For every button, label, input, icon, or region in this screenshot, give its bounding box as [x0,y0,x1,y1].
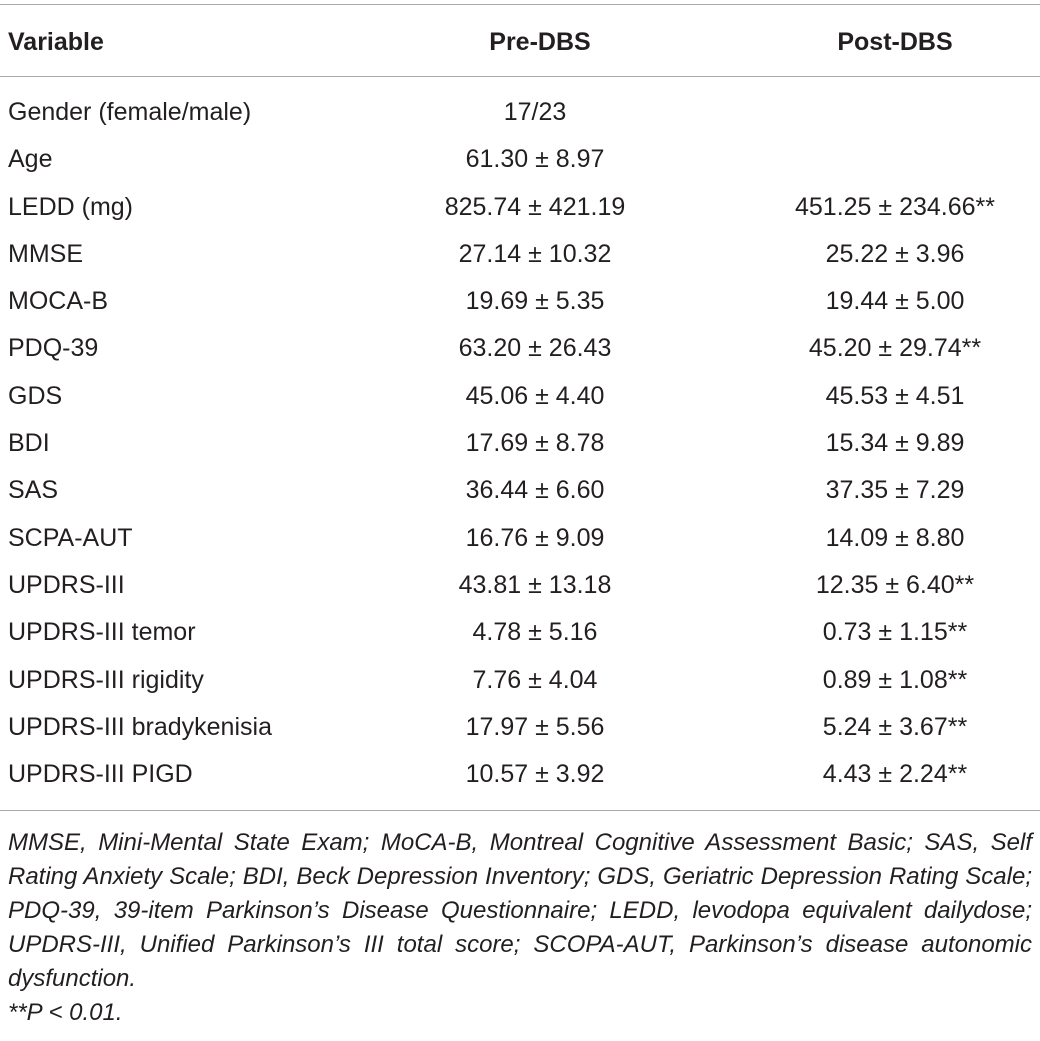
cell-pre-dbs: 7.76 ± 4.04 [472,665,598,694]
table-header-row: Variable Pre-DBS Post-DBS [0,20,1040,64]
cell-variable: LEDD (mg) [8,192,134,221]
cell-pre-dbs: 10.57 ± 3.92 [465,760,605,789]
cell-pre-dbs: 17.69 ± 8.78 [465,429,605,458]
table-row: SAS 36.44 ± 6.60 37.35 ± 7.29 [0,467,1040,514]
cell-post-dbs: 15.34 ± 9.89 [825,429,965,458]
cell-variable: UPDRS-III [8,570,125,599]
header-pre-dbs: Pre-DBS [489,28,591,56]
cell-post-dbs: 5.24 ± 3.67** [822,712,968,741]
header-post-dbs: Post-DBS [837,28,953,56]
cell-variable: SAS [8,476,59,505]
cell-variable: BDI [8,429,50,458]
cell-post-dbs: 45.20 ± 29.74** [808,334,982,363]
table-row: BDI 17.69 ± 8.78 15.34 ± 9.89 [0,420,1040,467]
cell-variable: SCPA-AUT [8,523,133,552]
table-row: UPDRS-III temor 4.78 ± 5.16 0.73 ± 1.15*… [0,609,1040,656]
table-row: MOCA-B 19.69 ± 5.35 19.44 ± 5.00 [0,278,1040,325]
cell-variable: PDQ-39 [8,334,99,363]
cell-pre-dbs: 63.20 ± 26.43 [458,334,612,363]
cell-pre-dbs: 36.44 ± 6.60 [465,476,605,505]
cell-pre-dbs: 17.97 ± 5.56 [465,712,605,741]
table-body: Gender (female/male) 17/23 Age 61.30 ± 8… [0,89,1040,798]
table-row: SCPA-AUT 16.76 ± 9.09 14.09 ± 8.80 [0,515,1040,562]
table-row: UPDRS-III rigidity 7.76 ± 4.04 0.89 ± 1.… [0,657,1040,704]
table-row: GDS 45.06 ± 4.40 45.53 ± 4.51 [0,373,1040,420]
cell-variable: MMSE [8,239,83,268]
cell-post-dbs: 37.35 ± 7.29 [825,476,965,505]
table-row: UPDRS-III PIGD 10.57 ± 3.92 4.43 ± 2.24*… [0,751,1040,798]
table-bottom-rule [0,810,1040,811]
cell-post-dbs: 45.53 ± 4.51 [825,381,965,410]
cell-post-dbs: 19.44 ± 5.00 [825,287,965,316]
cell-pre-dbs: 4.78 ± 5.16 [472,618,598,647]
cell-variable: UPDRS-III bradykenisia [8,712,272,741]
cell-post-dbs: 451.25 ± 234.66** [795,192,995,221]
table-header-rule [0,76,1040,77]
table-row: UPDRS-III bradykenisia 17.97 ± 5.56 5.24… [0,704,1040,751]
table-row: PDQ-39 63.20 ± 26.43 45.20 ± 29.74** [0,325,1040,372]
cell-pre-dbs: 43.81 ± 13.18 [458,570,612,599]
cell-variable: Gender (female/male) [8,98,252,126]
cell-pre-dbs: 16.76 ± 9.09 [465,523,605,552]
table-row: LEDD (mg) 825.74 ± 421.19 451.25 ± 234.6… [0,184,1040,231]
table-top-rule [0,4,1040,5]
cell-pre-dbs: 825.74 ± 421.19 [444,192,626,221]
cell-post-dbs: 0.73 ± 1.15** [822,618,968,647]
cell-post-dbs: 4.43 ± 2.24** [822,760,968,789]
cell-post-dbs: 12.35 ± 6.40** [815,570,975,599]
table-row: Gender (female/male) 17/23 [0,89,1040,136]
cell-pre-dbs: 17/23 [503,98,567,126]
cell-variable: UPDRS-III PIGD [8,760,193,789]
cell-pre-dbs: 19.69 ± 5.35 [465,287,605,316]
table-row: UPDRS-III 43.81 ± 13.18 12.35 ± 6.40** [0,562,1040,609]
cell-variable: UPDRS-III temor [8,618,196,647]
cell-pre-dbs: 61.30 ± 8.97 [465,145,605,174]
table-footnote: MMSE, Mini-Mental State Exam; MoCA-B, Mo… [8,826,1032,1030]
cell-post-dbs: 0.89 ± 1.08** [822,665,968,694]
cell-variable: GDS [8,381,63,410]
cell-pre-dbs: 45.06 ± 4.40 [465,381,605,410]
cell-post-dbs: 14.09 ± 8.80 [825,523,965,552]
cell-variable: Age [8,145,53,174]
header-variable: Variable [8,28,104,56]
table-row: Age 61.30 ± 8.97 [0,136,1040,183]
table-row: MMSE 27.14 ± 10.32 25.22 ± 3.96 [0,231,1040,278]
cell-pre-dbs: 27.14 ± 10.32 [458,239,612,268]
footnote-significance: **P < 0.01. [8,999,123,1026]
cell-post-dbs: 25.22 ± 3.96 [825,239,965,268]
cell-variable: MOCA-B [8,287,108,316]
footnote-abbreviations: MMSE, Mini-Mental State Exam; MoCA-B, Mo… [8,829,1032,992]
cell-variable: UPDRS-III rigidity [8,665,204,694]
